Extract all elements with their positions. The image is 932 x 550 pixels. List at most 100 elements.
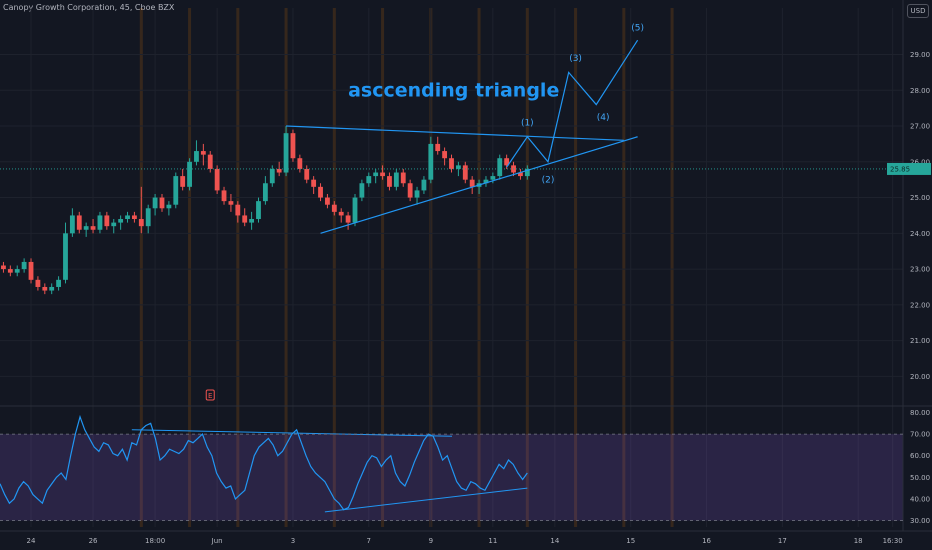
session-band — [622, 8, 626, 527]
candle-body — [504, 158, 510, 166]
price-tick-label: 27.00 — [910, 123, 930, 131]
time-tick-label: 11 — [488, 537, 497, 545]
candle-body — [14, 269, 20, 273]
price-tick-label: 26.00 — [910, 158, 930, 166]
rsi-band — [0, 434, 903, 521]
session-band — [477, 8, 481, 527]
candle-body — [393, 172, 399, 187]
candle-body — [159, 197, 165, 209]
session-band — [236, 8, 240, 527]
time-tick-label: 7 — [367, 537, 371, 545]
candle-body — [421, 179, 427, 191]
candle-body — [449, 158, 454, 169]
current-price-value: 25.85 — [890, 165, 910, 173]
candle-body — [180, 176, 186, 187]
candle-body — [69, 215, 75, 234]
session-band — [525, 8, 529, 527]
candle-body — [262, 183, 268, 202]
wave-label: (5) — [631, 24, 644, 34]
candle-body — [228, 201, 234, 205]
candle-body — [345, 215, 351, 223]
rsi-line — [0, 414, 528, 511]
candle-body — [221, 190, 227, 202]
chart-title: Canopy Growth Corporation, 45, Cboe BZX — [3, 3, 175, 12]
candle-body — [442, 151, 448, 159]
candle-body — [325, 197, 330, 205]
session-band — [139, 8, 143, 527]
rsi-tick-label: 50.00 — [910, 474, 930, 482]
wave-label: (3) — [569, 54, 582, 64]
candle-body — [207, 154, 213, 169]
candle-body — [338, 211, 344, 216]
rsi-tick-label: 70.00 — [910, 431, 930, 439]
candle-body — [104, 215, 110, 227]
candle-body — [21, 261, 27, 270]
price-tick-label: 20.00 — [910, 373, 930, 381]
candle-body — [276, 168, 282, 173]
candle-body — [28, 261, 34, 280]
candle-body — [145, 208, 151, 227]
candle-body — [1, 265, 6, 270]
candle-body — [242, 215, 248, 223]
candle-body — [469, 179, 475, 187]
candle-body — [7, 269, 13, 273]
time-tick-label: 24 — [27, 537, 36, 545]
grid-lines — [0, 8, 903, 527]
time-tick-label: 18:00 — [145, 537, 165, 545]
candle-body — [235, 204, 241, 216]
candle-body — [304, 168, 310, 180]
session-band — [188, 8, 192, 527]
candle-body — [352, 197, 358, 223]
candle-body — [524, 168, 530, 177]
triangle-upper-line — [286, 125, 624, 141]
time-tick-label: 14 — [550, 537, 559, 545]
candle-body — [435, 143, 441, 152]
candle-body — [414, 190, 420, 198]
candle-body — [428, 143, 434, 180]
session-band — [284, 8, 288, 527]
candle-body — [311, 179, 317, 187]
price-tick-label: 22.00 — [910, 301, 930, 309]
time-tick-label: 17 — [778, 537, 787, 545]
currency-badge[interactable]: USD — [907, 4, 929, 18]
earnings-marker — [205, 389, 215, 401]
candle-body — [283, 133, 289, 173]
price-tick-label: 25.00 — [910, 194, 930, 202]
earnings-marker-label: E — [208, 392, 212, 400]
time-tick-label: 16 — [702, 537, 711, 545]
candle-body — [200, 151, 206, 155]
candle-body — [455, 165, 461, 169]
candle-body — [518, 172, 523, 177]
rsi-tick-label: 30.00 — [910, 517, 930, 525]
candle-body — [318, 186, 323, 198]
candle-body — [187, 161, 192, 187]
time-tick-label: Jun — [211, 537, 223, 545]
candle-body — [214, 168, 220, 191]
candle-body — [173, 176, 179, 205]
candle-body — [152, 197, 158, 209]
rsi-upper-trendline — [131, 429, 453, 437]
pattern-label: asccending triangle — [348, 79, 559, 101]
rsi-tick-label: 60.00 — [910, 452, 930, 460]
session-band — [332, 8, 336, 527]
current-price-badge — [887, 162, 931, 175]
candle-body — [49, 286, 55, 291]
candle-body — [111, 222, 117, 227]
candle-body — [90, 226, 96, 230]
candle-body — [359, 183, 365, 198]
wave-label: (1) — [521, 118, 534, 128]
candle-body — [269, 168, 275, 184]
candle-body — [125, 215, 130, 220]
candle-body — [138, 219, 144, 227]
candle-body — [297, 158, 303, 169]
time-tick-label: 15 — [626, 537, 635, 545]
candle-body — [373, 172, 379, 177]
candle-body — [400, 172, 406, 184]
session-band — [574, 8, 578, 527]
candle-body — [132, 215, 137, 220]
candle-body — [97, 215, 103, 230]
candle-body — [63, 233, 68, 280]
trend-drawings: (1) (2) (3) (4) (5) asccending triangle E — [205, 24, 644, 401]
